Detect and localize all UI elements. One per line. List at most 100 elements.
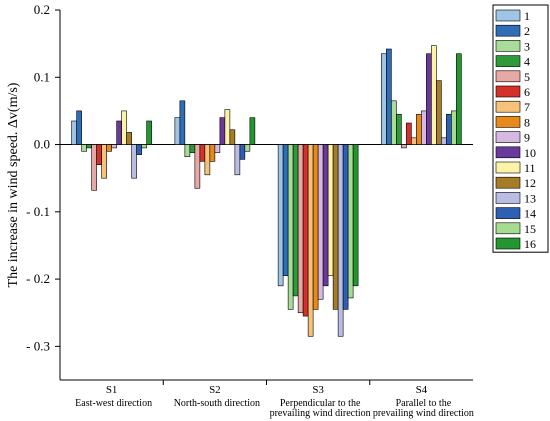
y-ticks: - 0.3 - 0.2 - 0.1 0.0 0.1 0.2 (26, 2, 60, 353)
bar-S1-4 (86, 144, 92, 149)
y-tick-label: - 0.3 (26, 338, 50, 353)
legend-label-7: 7 (524, 100, 530, 114)
bar-S4-1 (381, 53, 387, 145)
bar-S3-9 (317, 144, 324, 300)
legend-label-13: 13 (524, 191, 536, 205)
bar-S4-10 (426, 53, 432, 145)
bar-S1-11 (121, 110, 127, 145)
bar-S2-6 (199, 144, 206, 162)
legend-label-15: 15 (524, 222, 536, 236)
x-tick-label: S2 (209, 384, 221, 396)
bar-S3-11 (327, 144, 334, 277)
bar-S1-3 (81, 144, 87, 152)
y-tick-label: 0.2 (34, 2, 50, 17)
bar-S4-11 (431, 45, 437, 145)
legend-label-10: 10 (524, 146, 536, 160)
legend-swatch-14 (495, 207, 521, 219)
bars (71, 45, 462, 337)
legend-swatch-1 (495, 9, 521, 22)
bar-S2-10 (219, 117, 226, 145)
legend-label-8: 8 (524, 115, 530, 129)
plot-area: - 0.3 - 0.2 - 0.1 0.0 0.1 0.2 S1 East-west dir… (26, 2, 474, 419)
legend-swatch-6 (495, 85, 521, 98)
bar-S4-15 (451, 110, 457, 145)
bar-S4-3 (391, 100, 397, 145)
legend-swatch-11 (495, 161, 521, 174)
bar-S1-8 (106, 144, 112, 152)
legend-label-2: 2 (524, 24, 530, 38)
legend-label-3: 3 (524, 39, 530, 53)
legend-swatch-16 (495, 237, 521, 250)
bar-S3-7 (307, 144, 314, 337)
bar-S3-16 (352, 144, 359, 287)
x-tick-label: S1 (106, 384, 118, 396)
legend-swatch-4 (495, 55, 521, 67)
bar-S2-2 (179, 100, 186, 145)
legend-swatch-15 (495, 222, 521, 235)
x-tick-sublabel: North-south direction (174, 398, 260, 409)
bar-S3-10 (322, 144, 329, 287)
y-tick-label: 0.0 (34, 137, 50, 152)
x-tick-label: S4 (416, 384, 428, 396)
y-tick-label: - 0.2 (26, 271, 50, 286)
bar-S1-1 (71, 120, 77, 145)
bar-S2-16 (249, 117, 256, 145)
bar-S4-9 (421, 110, 427, 145)
bar-S3-12 (332, 144, 339, 310)
bar-S3-14 (342, 144, 349, 310)
legend-label-12: 12 (524, 176, 536, 190)
bar-S4-2 (386, 48, 392, 145)
bar-S2-15 (244, 144, 251, 152)
x-tick-sublabel: prevailing wind direction (270, 408, 371, 419)
bar-S3-1 (277, 144, 284, 287)
bar-S2-1 (174, 117, 181, 145)
legend-swatch-12 (495, 176, 521, 189)
bar-S2-13 (234, 144, 241, 176)
x-tick-sublabel: East-west direction (75, 398, 152, 409)
y-tick-label: - 0.1 (26, 204, 50, 219)
bar-S3-5 (297, 144, 304, 314)
legend-label-5: 5 (524, 70, 530, 84)
bar-S2-4 (189, 144, 196, 153)
bar-S1-5 (91, 144, 97, 191)
bar-S2-14 (239, 144, 246, 160)
legend-label-14: 14 (524, 207, 536, 221)
legend-swatch-13 (495, 192, 521, 204)
x-tick-sublabel: Parallel to the (396, 398, 452, 409)
legend-swatch-7 (495, 100, 521, 113)
bar-S3-3 (287, 144, 294, 310)
bar-S1-15 (141, 144, 147, 149)
bar-S2-9 (214, 144, 221, 153)
legend-swatch-10 (495, 146, 521, 159)
bar-S3-13 (337, 144, 344, 337)
bar-S2-3 (184, 144, 191, 157)
bar-S1-7 (101, 144, 107, 179)
bar-S2-12 (229, 129, 236, 145)
legend-label-4: 4 (524, 55, 530, 69)
legend-swatch-8 (495, 116, 521, 128)
y-axis-label: The increase in wind speed. Δv(m/s) (6, 82, 21, 287)
legend-label-1: 1 (524, 9, 530, 23)
bar-S4-8 (416, 113, 422, 145)
bar-S1-9 (111, 144, 117, 149)
x-ticks: S1 East-west direction S2 North-south direc… (75, 380, 474, 419)
bar-S1-14 (136, 144, 142, 155)
legend-swatch-5 (495, 70, 521, 83)
bar-S3-4 (292, 144, 299, 297)
bar-S1-12 (126, 132, 132, 145)
legend-label-11: 11 (524, 161, 536, 175)
bar-S1-10 (116, 120, 122, 145)
bar-S3-2 (282, 144, 289, 277)
bar-S4-6 (406, 122, 412, 145)
bar-S1-16 (146, 120, 152, 145)
x-tick-sublabel: Perpendicular to the (280, 398, 361, 409)
bar-S3-8 (312, 144, 319, 310)
bar-S4-14 (446, 113, 452, 145)
bar-S4-7 (411, 137, 417, 145)
y-tick-label: 0.1 (34, 69, 50, 84)
x-tick-sublabel: prevailing wind direction (373, 408, 474, 419)
bar-S3-6 (302, 144, 309, 317)
bar-S3-15 (347, 144, 354, 299)
